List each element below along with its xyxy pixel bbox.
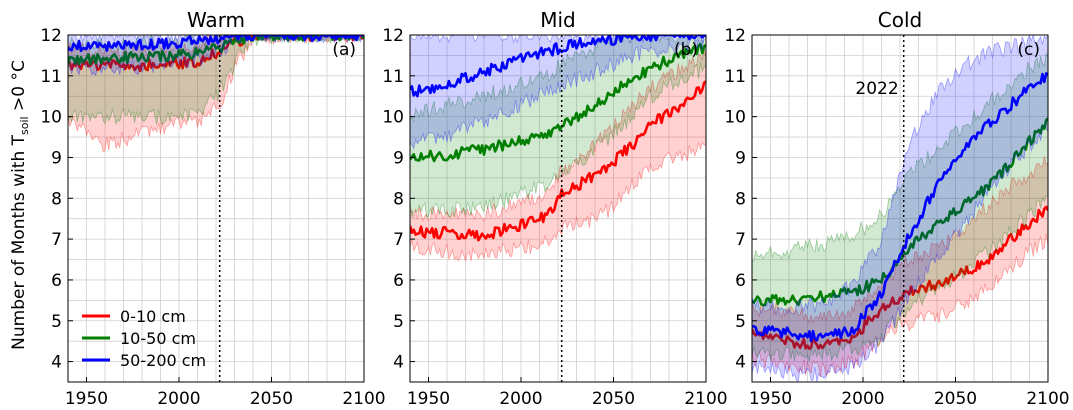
x-tick-label: 1950 [65, 389, 108, 409]
y-tick-label: 8 [735, 189, 746, 209]
panel-title: Warm [187, 8, 245, 32]
series-line-10-50-cm [68, 35, 364, 66]
y-tick-label: 9 [51, 148, 62, 168]
plot-frame [67, 34, 365, 383]
y-tick-label: 11 [382, 67, 404, 87]
y-tick-label: 12 [382, 26, 404, 46]
y-tick-label: 12 [40, 26, 62, 46]
y-tick-label: 10 [40, 108, 62, 128]
y-tick-label: 6 [51, 271, 62, 291]
plot-frame [751, 34, 1049, 383]
x-tick-label: 2050 [592, 389, 635, 409]
year-marker-label: 2022 [855, 79, 898, 99]
y-tick-label: 5 [51, 312, 62, 332]
y-tick-label: 10 [382, 108, 404, 128]
plot-frame [409, 34, 707, 383]
x-tick-label: 2100 [684, 389, 727, 409]
band-50-200-cm [752, 35, 1048, 382]
series-line-50-200-cm [410, 35, 706, 98]
panel-warm: 1950 2000 2050 2100 4 5 6 7 8 9 10 11 12 Warm (a) 0-10 … [40, 8, 385, 409]
x-tick-label: 2000 [157, 389, 200, 409]
y-axis-label: Number of Months with Tsoil >0 °C [9, 60, 31, 350]
y-tick-label: 5 [393, 312, 404, 332]
y-axis-label-tail: >0 °C [9, 60, 29, 116]
y-tick-label: 8 [393, 189, 404, 209]
legend-label: 50-200 cm [120, 351, 206, 370]
y-axis-label-subscript: soil [18, 116, 31, 135]
y-tick-label: 6 [735, 271, 746, 291]
series-line-50-200-cm [68, 35, 364, 53]
legend-label: 0-10 cm [120, 307, 186, 326]
y-tick-label: 8 [51, 189, 62, 209]
panel-mid: 1950 2000 2050 2100 4 5 6 7 8 9 10 11 12 Mid (b) [382, 8, 727, 409]
band-0-10-cm [752, 156, 1048, 377]
y-tick-label: 4 [51, 353, 62, 373]
x-tick-label: 2050 [250, 389, 293, 409]
y-tick-label: 9 [393, 148, 404, 168]
y-tick-label: 11 [40, 67, 62, 87]
y-tick-label: 7 [393, 230, 404, 250]
x-tick-label: 2000 [499, 389, 542, 409]
panel-label: (b) [674, 40, 698, 60]
series-line-10-50-cm [410, 42, 706, 163]
plot-area [752, 35, 1048, 382]
grid [67, 34, 365, 382]
band-0-10-cm [410, 49, 706, 263]
x-tick-label: 2100 [342, 389, 385, 409]
y-tick-label: 10 [724, 108, 746, 128]
y-tick-label: 11 [724, 67, 746, 87]
panel-label: (c) [1017, 40, 1040, 60]
band-50-200-cm [410, 35, 706, 150]
x-tick-label: 2050 [934, 389, 977, 409]
x-tick-label: 2000 [841, 389, 884, 409]
legend: 0-10 cm 10-50 cm 50-200 cm [82, 307, 206, 370]
series-line-50-200-cm [752, 72, 1048, 343]
y-tick-label: 4 [735, 353, 746, 373]
y-tick-label: 6 [393, 271, 404, 291]
y-tick-label: 5 [735, 312, 746, 332]
band-10-50-cm [752, 52, 1048, 362]
panel-label: (a) [332, 40, 356, 60]
panel-title: Mid [540, 8, 576, 32]
y-tick-label: 9 [735, 148, 746, 168]
series-line-0-10-cm [410, 80, 706, 242]
x-tick-label: 1950 [749, 389, 792, 409]
series-line-0-10-cm [752, 205, 1048, 351]
y-tick-label: 7 [51, 230, 62, 250]
y-tick-label: 12 [724, 26, 746, 46]
x-tick-label: 2100 [1026, 389, 1069, 409]
legend-label: 10-50 cm [120, 329, 196, 348]
plot-area [68, 35, 364, 153]
panel-title: Cold [878, 8, 922, 32]
y-tick-label: 7 [735, 230, 746, 250]
y-tick-label: 4 [393, 353, 404, 373]
x-tick-label: 1950 [407, 389, 450, 409]
plot-area [410, 35, 706, 263]
panel-cold: 1950 2000 2050 2100 4 5 6 7 8 9 10 11 12 Cold (c) 2022 [724, 8, 1069, 409]
